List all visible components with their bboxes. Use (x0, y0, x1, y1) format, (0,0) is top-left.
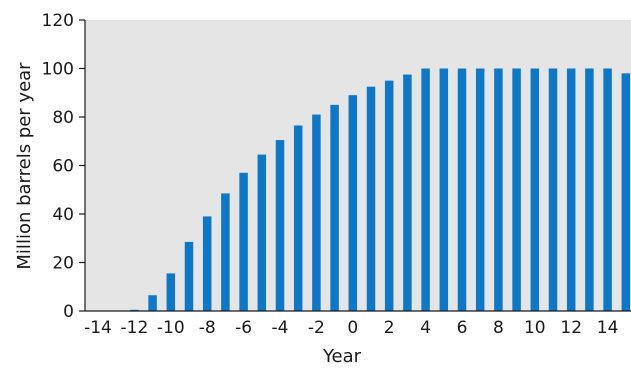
bar-year--1 (330, 104, 339, 312)
y-tick-label: 120 (42, 11, 74, 31)
x-tick-label: 2 (384, 318, 395, 338)
x-tick-label: 14 (597, 318, 619, 338)
x-tick-label: 0 (347, 318, 358, 338)
x-tick-label: 10 (524, 318, 546, 338)
bar-year-4 (421, 68, 430, 311)
bar-year-13 (585, 68, 594, 311)
bar-year--9 (184, 241, 194, 311)
bar-year--12 (130, 309, 139, 311)
y-tick-label: 60 (52, 157, 74, 177)
bar-year-1 (366, 86, 376, 311)
bar-year-7 (475, 68, 485, 311)
bar-year--7 (221, 193, 230, 311)
bar-year--3 (293, 125, 303, 312)
y-axis-title: Million barrels per year (14, 62, 35, 270)
bar-year--6 (239, 172, 248, 311)
bar-year-9 (512, 68, 521, 311)
y-tick-label: 0 (63, 302, 74, 322)
bar-year-8 (494, 68, 503, 311)
bar-year-6 (457, 68, 467, 311)
y-ticks-group: 0 20 40 60 80 100 120 (42, 11, 85, 322)
y-tick-label: 80 (52, 108, 74, 128)
bars-group (130, 68, 631, 312)
y-tick-label: 100 (42, 60, 74, 80)
bar-year--5 (257, 154, 267, 311)
bar-year-11 (548, 68, 558, 311)
bar-year-10 (530, 68, 540, 311)
x-tick-label: 12 (560, 318, 582, 338)
bar-year-15 (621, 73, 631, 311)
bar-year--10 (166, 273, 176, 311)
bar-year-0 (348, 95, 358, 311)
x-axis-title: Year (322, 346, 362, 367)
bar-year--4 (275, 140, 285, 311)
x-tick-label: -2 (308, 318, 325, 338)
x-ticks-group: -14 -12 -10 -8 -6 -4 -2 0 2 4 6 8 10 12 14 (84, 318, 618, 338)
bar-year--8 (202, 216, 212, 311)
x-tick-label: -12 (121, 318, 149, 338)
x-tick-label: -14 (84, 318, 112, 338)
bar-year-3 (403, 74, 412, 311)
bar-year-2 (384, 80, 394, 312)
x-tick-label: 4 (420, 318, 431, 338)
x-tick-label: 6 (457, 318, 468, 338)
bar-year-12 (566, 68, 576, 311)
y-tick-label: 20 (52, 254, 74, 274)
bar-year--11 (148, 295, 157, 311)
y-tick-label: 40 (52, 205, 74, 225)
x-tick-label: -8 (199, 318, 216, 338)
plot-area (85, 20, 631, 311)
x-tick-label: -4 (272, 318, 289, 338)
bar-year-14 (603, 68, 612, 311)
x-tick-label: -10 (157, 318, 185, 338)
bar-year--2 (312, 114, 321, 311)
x-tick-label: -6 (235, 318, 252, 338)
x-tick-label: 8 (493, 318, 504, 338)
bar-year-5 (439, 68, 449, 311)
